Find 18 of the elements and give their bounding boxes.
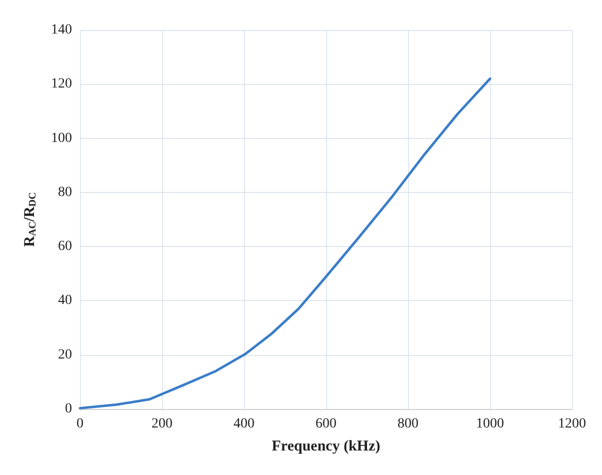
x-tick-label: 400: [234, 416, 254, 432]
y-tick-label: 40: [58, 293, 72, 308]
x-tick-label: 600: [316, 416, 336, 432]
x-tick-label: 200: [152, 416, 172, 432]
line-series: [78, 77, 492, 410]
y-tick-label: 140: [51, 22, 72, 38]
x-axis-title: Frequency (kHz): [272, 438, 380, 454]
y-tick-label: 80: [58, 184, 72, 200]
x-tick-label: 0: [76, 416, 84, 432]
y-tick-label: 120: [51, 76, 72, 92]
y-tick-label: 100: [51, 130, 72, 146]
y-axis-title: RAC/RDC: [22, 192, 38, 247]
y-tick-label: 20: [58, 347, 72, 362]
y-tick-label: 60: [58, 239, 72, 254]
x-tick-label: 800: [398, 416, 418, 432]
x-tick-label: 1200: [558, 416, 586, 432]
x-tick-label: 1000: [476, 416, 504, 432]
y-tick-label: 0: [65, 402, 72, 416]
